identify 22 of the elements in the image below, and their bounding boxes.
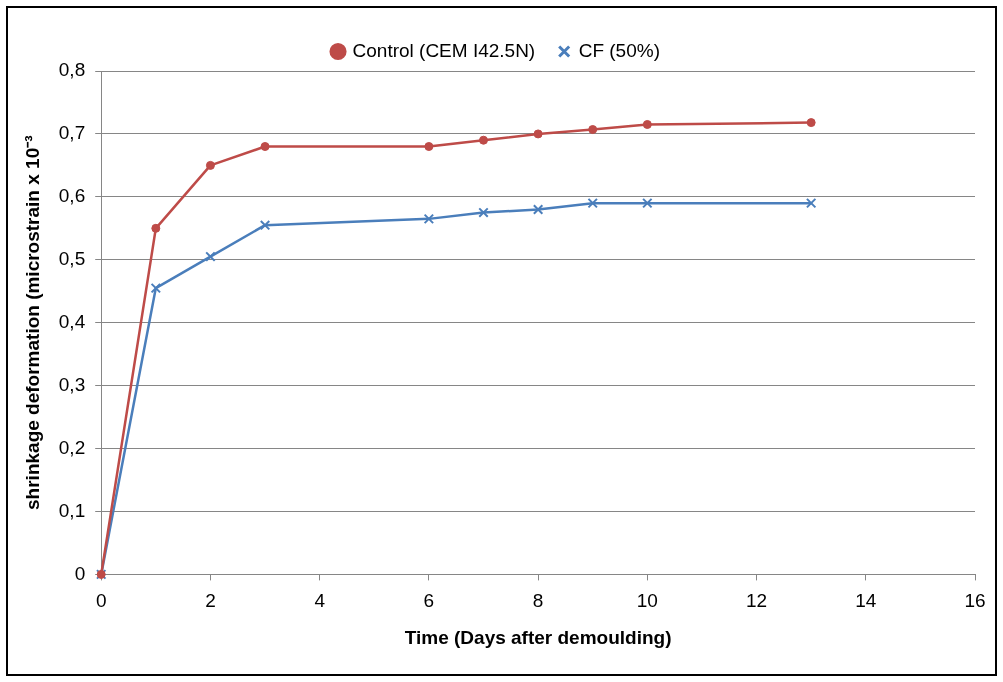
x-tick-label: 12 (745, 590, 768, 612)
legend-label: CF (50%) (578, 39, 660, 61)
y-tick-label: 0,2 (58, 436, 86, 458)
x-tick-label: 10 (636, 590, 658, 612)
x-tick-label: 8 (532, 590, 544, 612)
x-tick-label: 0 (95, 590, 107, 612)
y-tick-label: 0,5 (58, 248, 86, 270)
x-tick-label: 2 (205, 590, 216, 612)
x-axis-title: Time (Days after demoulding) (404, 626, 672, 648)
y-tick-label: 0,7 (58, 122, 86, 144)
y-tick-label: 0,4 (58, 310, 86, 332)
y-tick-label: 0 (74, 562, 86, 584)
legend-label: Control (CEM I42.5N) (352, 39, 536, 61)
y-axis-title: shrinkage deformation (microstrain x 10⁻³ (21, 135, 43, 510)
x-tick-label: 14 (855, 590, 877, 612)
y-tick-label: 0,3 (58, 373, 86, 395)
y-tick-label: 0,1 (58, 499, 86, 521)
x-tick-label: 16 (964, 590, 986, 612)
y-tick-label: 0,6 (58, 185, 86, 207)
x-tick-label: 6 (423, 590, 435, 612)
y-tick-label: 0,8 (58, 59, 86, 81)
x-tick-label: 4 (314, 590, 326, 612)
